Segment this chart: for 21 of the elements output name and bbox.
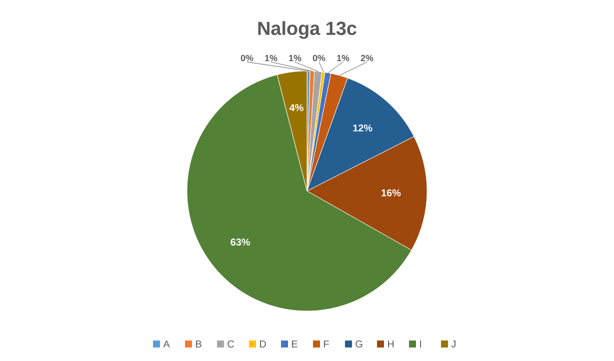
data-label: 0%: [312, 54, 326, 62]
data-label: 1%: [289, 54, 302, 62]
data-label: 63%: [230, 238, 250, 246]
data-label: 1%: [265, 54, 278, 62]
data-label: 1%: [337, 54, 350, 62]
data-label: 4%: [289, 104, 304, 112]
legend-label: G: [356, 340, 362, 348]
legend-label: D: [260, 340, 266, 348]
legend-label: C: [228, 340, 234, 348]
chart-title: Naloga 13c: [258, 21, 356, 39]
data-label: 16%: [382, 189, 401, 196]
legend-label: J: [451, 340, 456, 348]
legend-label: A: [163, 340, 170, 348]
legend-label: H: [388, 340, 394, 348]
legend-label: B: [196, 340, 202, 348]
data-label: 12%: [353, 124, 372, 132]
legend-label: F: [324, 340, 329, 348]
data-label: 2%: [360, 54, 374, 62]
legend-label: I: [420, 340, 422, 348]
data-label: 0%: [240, 54, 254, 62]
legend-label: E: [292, 340, 298, 348]
